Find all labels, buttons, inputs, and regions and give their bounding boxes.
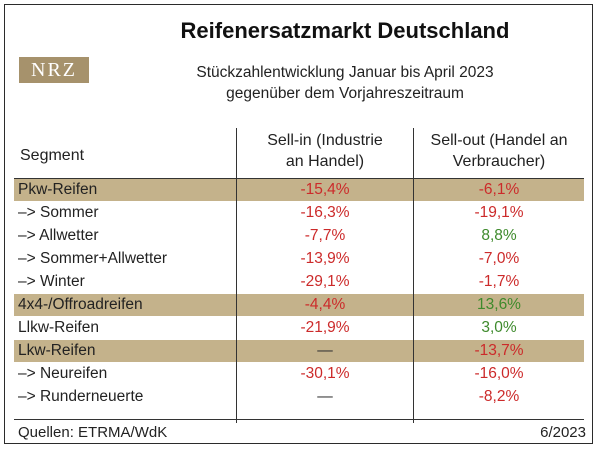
sell-out-value: -7,0% <box>478 250 520 267</box>
column-header-sell-in: Sell-in (Industrie an Handel) <box>237 130 413 172</box>
segment-label: Llkw-Reifen <box>18 319 99 336</box>
nrz-logo: NRZ <box>19 57 89 83</box>
sell-out-value: -16,0% <box>474 365 524 382</box>
sell-in-value: -30,1% <box>300 365 350 382</box>
sell-out-value: -1,7% <box>478 273 520 290</box>
sell-in-value: -7,7% <box>304 227 346 244</box>
header-divider <box>14 178 584 179</box>
segment-label: –> Runderneuerte <box>18 388 144 405</box>
table-frame: NRZ <box>4 4 593 444</box>
table-row: –> Sommer+Allwetter -13,9% -7,0% <box>14 248 584 270</box>
date-note: 6/2023 <box>540 424 586 441</box>
table-row: Lkw-Reifen — -13,7% <box>14 340 584 362</box>
segment-label: –> Winter <box>18 273 85 290</box>
column-header-segment: Segment <box>20 147 85 164</box>
subtitle-line-1: Stückzahlentwicklung Januar bis April 20… <box>196 64 494 81</box>
column-divider-1 <box>236 128 237 423</box>
chart-subtitle: Stückzahlentwicklung Januar bis April 20… <box>100 62 590 104</box>
table-row: –> Sommer -16,3% -19,1% <box>14 202 584 224</box>
sell-in-value: -4,4% <box>304 296 346 313</box>
table-row: Llkw-Reifen -21,9% 3,0% <box>14 317 584 339</box>
segment-label: Pkw-Reifen <box>18 181 98 198</box>
chart-title: Reifenersatzmarkt Deutschland <box>180 18 510 43</box>
footer-divider <box>14 419 584 420</box>
table-row: –> Neureifen -30,1% -16,0% <box>14 363 584 385</box>
table-row: –> Winter -29,1% -1,7% <box>14 271 584 293</box>
segment-label: 4x4-/Offroadreifen <box>18 296 143 313</box>
table-row: 4x4-/Offroadreifen -4,4% 13,6% <box>14 294 584 316</box>
sell-in-value: -29,1% <box>300 273 350 290</box>
sell-out-value: 3,0% <box>481 319 517 336</box>
segment-label: –> Allwetter <box>18 227 99 244</box>
column-divider-2 <box>413 128 414 423</box>
table-row: –> Allwetter -7,7% 8,8% <box>14 225 584 247</box>
sell-in-header-line-2: an Handel) <box>285 153 365 170</box>
table-row: Pkw-Reifen -15,4% -6,1% <box>14 179 584 201</box>
segment-label: –> Sommer <box>18 204 99 221</box>
sell-out-value: -6,1% <box>478 181 520 198</box>
sell-out-value: -8,2% <box>478 388 520 405</box>
segment-label: –> Sommer+Allwetter <box>18 250 168 267</box>
segment-label: –> Neureifen <box>18 365 108 382</box>
sell-out-value: -13,7% <box>474 342 524 359</box>
segment-label: Lkw-Reifen <box>18 342 96 359</box>
subtitle-line-2: gegenüber dem Vorjahreszeitraum <box>226 85 464 102</box>
sell-in-value: -21,9% <box>300 319 350 336</box>
sell-in-header-line-1: Sell-in (Industrie <box>267 132 383 149</box>
sell-in-value: -16,3% <box>300 204 350 221</box>
sell-in-value: — <box>317 388 333 405</box>
sell-in-value: -15,4% <box>300 181 350 198</box>
source-note: Quellen: ETRMA/WdK <box>18 424 168 441</box>
sell-out-value: 8,8% <box>481 227 517 244</box>
column-header-sell-out: Sell-out (Handel an Verbraucher) <box>414 130 584 172</box>
sell-out-value: -19,1% <box>474 204 524 221</box>
sell-in-value: -13,9% <box>300 250 350 267</box>
sell-out-header-line-2: Verbraucher) <box>452 153 546 170</box>
sell-in-value: — <box>317 342 333 359</box>
sell-out-header-line-1: Sell-out (Handel an <box>430 132 568 149</box>
table-row: –> Runderneuerte — -8,2% <box>14 386 584 408</box>
sell-out-value: 13,6% <box>477 296 521 313</box>
